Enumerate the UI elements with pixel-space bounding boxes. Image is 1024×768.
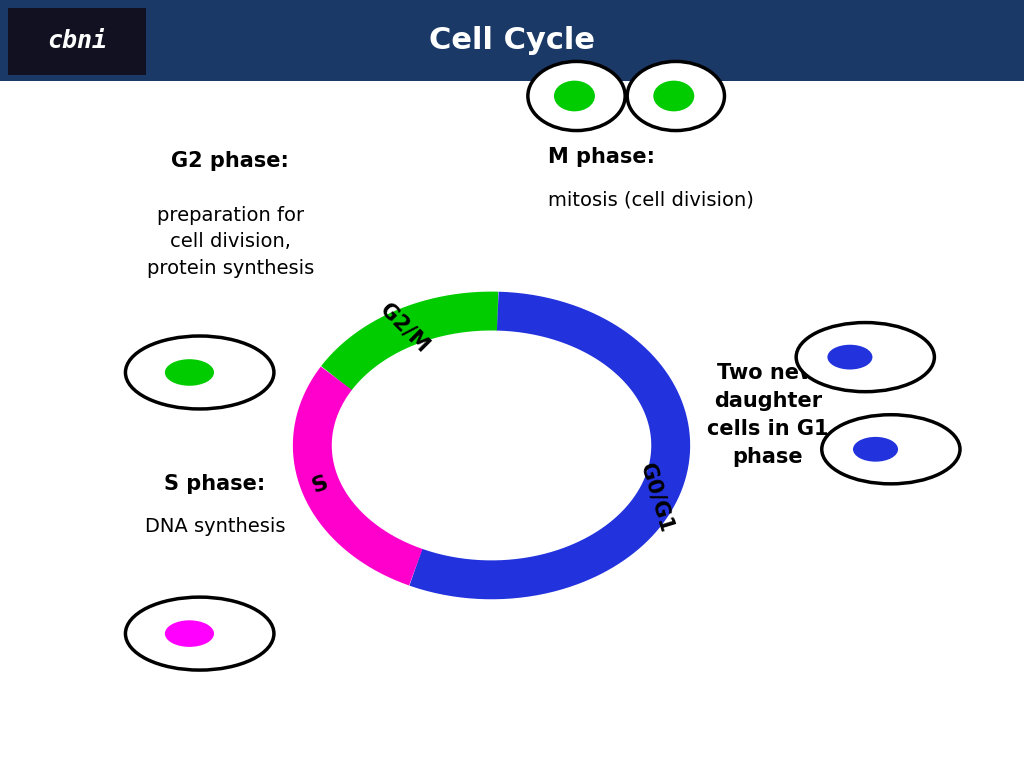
Text: cbni: cbni	[47, 29, 106, 54]
Ellipse shape	[827, 345, 872, 369]
Ellipse shape	[165, 359, 214, 386]
Ellipse shape	[853, 437, 898, 462]
Ellipse shape	[165, 621, 214, 647]
Circle shape	[358, 346, 624, 545]
Ellipse shape	[821, 415, 961, 484]
Ellipse shape	[125, 598, 274, 670]
Ellipse shape	[653, 81, 694, 111]
Bar	[8, 8, 146, 75]
Text: Cell Cycle: Cell Cycle	[429, 26, 595, 55]
Text: S phase:: S phase:	[165, 474, 265, 494]
Ellipse shape	[627, 61, 725, 131]
Ellipse shape	[797, 323, 935, 392]
Text: G0/G1: G0/G1	[637, 461, 677, 535]
Ellipse shape	[125, 336, 274, 409]
Text: G2/M: G2/M	[377, 300, 433, 356]
Bar	[0, 0, 1024, 81]
Text: DNA synthesis: DNA synthesis	[144, 517, 286, 535]
Ellipse shape	[528, 61, 625, 131]
Text: mitosis (cell division): mitosis (cell division)	[548, 190, 754, 209]
Text: G2 phase:: G2 phase:	[171, 151, 290, 171]
Text: M phase:: M phase:	[548, 147, 654, 167]
Ellipse shape	[554, 81, 595, 111]
Text: Two new
daughter
cells in G1
phase: Two new daughter cells in G1 phase	[708, 362, 828, 467]
Text: S: S	[309, 472, 331, 497]
Text: preparation for
cell division,
protein synthesis: preparation for cell division, protein s…	[146, 206, 314, 278]
